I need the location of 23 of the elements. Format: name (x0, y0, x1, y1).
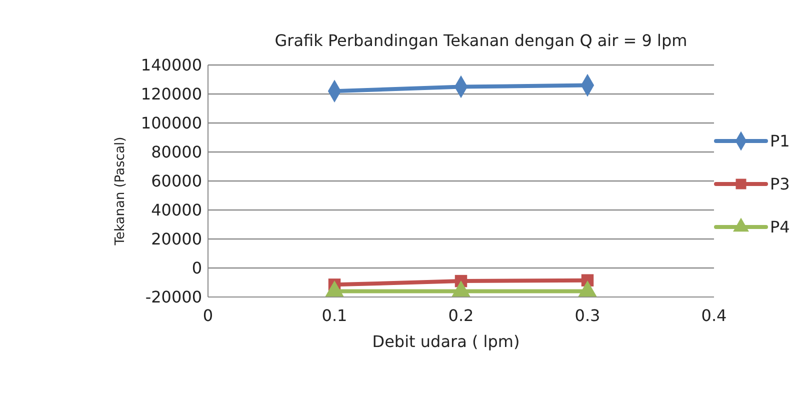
y-tick-label: 80000 (151, 142, 202, 162)
x-tick-label: 0.3 (574, 306, 600, 325)
legend-label: P3 (770, 174, 790, 194)
y-tick-label: 40000 (151, 200, 202, 220)
point (578, 280, 597, 297)
x-tick-label: 0.2 (448, 306, 474, 325)
chart-title: Grafik Perbandingan Tekanan dengan Q air = 9 lpm (274, 31, 688, 50)
y-tick-label: 60000 (151, 172, 202, 191)
y-tick-label: 20000 (151, 230, 202, 249)
x-tick-label: 0.1 (322, 306, 348, 325)
y-axis-title: Tekanan (Pascal) (113, 136, 128, 246)
point (325, 280, 344, 297)
x-tick-label: 0 (202, 306, 214, 325)
y-tick-label: 0 (192, 258, 202, 278)
y-tick-label: 100000 (140, 114, 202, 133)
legend-label: P1 (770, 132, 790, 151)
x-axis-title: Debit udara ( lpm) (372, 332, 520, 351)
y-tick-label: 140000 (140, 56, 202, 75)
point (452, 280, 470, 297)
legend-label: P4 (770, 218, 790, 237)
y-tick-label: -20000 (145, 288, 202, 307)
x-tick-label: 0.4 (701, 306, 727, 325)
y-tick-label: 120000 (140, 84, 202, 104)
